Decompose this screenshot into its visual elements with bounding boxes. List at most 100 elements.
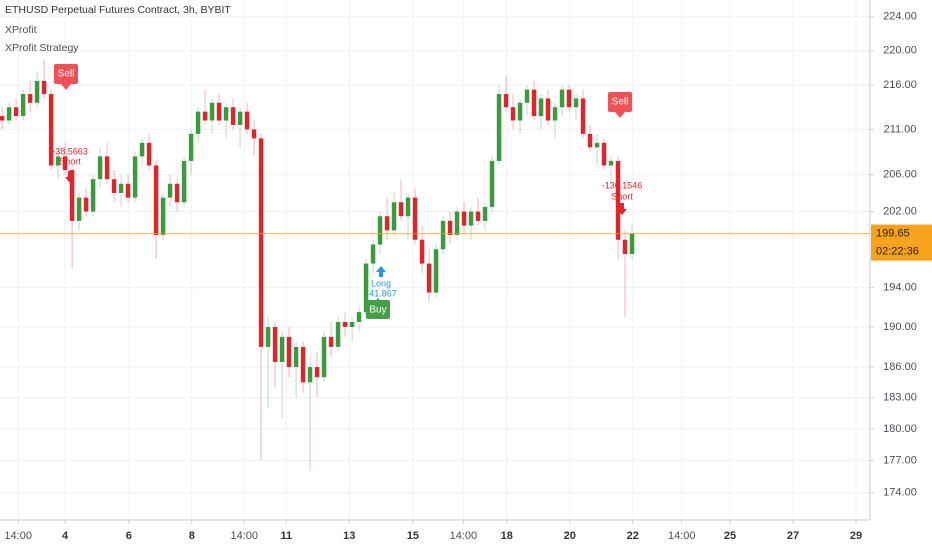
x-tick-label: 25 [724,530,736,542]
candle-body [412,197,418,240]
x-tick-label: 18 [501,530,513,542]
candle-body [90,179,96,212]
y-tick-label: 190.00 [883,321,917,333]
sell-pointer [61,84,71,90]
x-tick-label: 20 [564,530,576,542]
candle-body [125,183,131,198]
candle-body [321,336,327,378]
x-tick-label: 14:00 [450,530,478,542]
candle-body [391,202,397,231]
y-tick-label: 183.00 [883,392,917,404]
candle-body [83,197,89,212]
candle-body [146,142,152,166]
candle-body [132,156,138,198]
candle-body [104,156,110,180]
candle-body [69,170,75,221]
x-tick-label: 8 [189,530,195,542]
x-tick-label: 11 [280,530,292,542]
candle-body [580,98,586,134]
candle-body [76,197,82,221]
candle-body [573,98,579,108]
long-label: Long [371,278,391,288]
candle-body [153,165,159,236]
short-pnl: -38.5663 [52,146,88,156]
candle-body [440,220,446,250]
candle-body [188,133,194,161]
candle-body [538,98,544,117]
y-tick-label: 202.00 [883,205,917,217]
y-tick-label: 174.00 [883,487,917,499]
y-tick-label: 220.00 [883,45,917,57]
candle-body [615,160,621,240]
candle-body [377,216,383,245]
x-tick-label: 4 [62,530,69,542]
short-label: Short [59,156,81,166]
y-tick-label: 177.00 [883,454,917,466]
candle-body [272,326,278,362]
candle-body [286,336,292,368]
x-tick-label: 14:00 [231,530,259,542]
candle-body [503,94,509,108]
candle-body [251,129,257,139]
labels: 174.00 177.00 180.00 183.00 186.00 190.00 194.… [4,11,932,542]
candle-body [454,211,460,236]
candle-body [601,142,607,166]
candle-body [566,89,572,108]
candle-body [279,336,285,362]
indicator-name: XProfit [5,24,37,36]
candle-body [370,244,376,264]
candle-body [307,367,313,383]
candle-body [6,107,12,121]
x-tick-label: 6 [126,530,132,542]
candle-body [496,94,502,161]
candle-body [349,322,355,327]
candles [0,59,870,472]
candle-body [363,263,369,313]
candle-body [139,142,145,157]
candle-body [405,197,411,217]
candle-body [111,179,117,193]
candle-body [167,183,173,198]
candle-body [265,326,271,347]
y-tick-label: 186.00 [883,361,917,373]
candle-body [461,211,467,226]
candle-body [209,102,215,121]
signal-sell: Sell [54,64,78,90]
candle-body [384,216,390,231]
x-tick-label: 22 [627,530,639,542]
candle-body [202,111,208,121]
sell-label: Sell [58,69,75,80]
candle-body [419,239,425,264]
countdown-label: 02:22:36 [876,246,919,258]
candle-body [62,156,68,171]
candle-body [230,107,236,125]
candle-body [160,197,166,236]
candle-body [517,102,523,121]
candle-body [0,116,5,121]
x-tick-label: 13 [343,530,355,542]
candle-body [468,211,474,226]
candle-body [244,111,250,130]
candle-body [398,202,404,217]
short-arrow [65,171,75,183]
candle-body [335,322,341,347]
candle-body [510,107,516,121]
candle-body [300,346,306,383]
x-tick-label: 29 [850,530,862,542]
candle-body [524,89,530,103]
candle-body [482,206,488,221]
buy-label: Buy [369,305,386,316]
y-tick-label: 206.00 [883,169,917,181]
short-arrow [617,203,627,215]
candle-body [489,160,495,207]
y-tick-label: 224.00 [883,11,917,23]
candle-body [258,138,264,347]
candle-body [13,107,19,117]
countdown-tag [871,242,932,261]
candle-body [34,80,40,103]
x-tick-label: 27 [787,530,799,542]
candle-body [545,98,551,121]
candle-body [223,107,229,121]
candle-body [48,94,54,166]
